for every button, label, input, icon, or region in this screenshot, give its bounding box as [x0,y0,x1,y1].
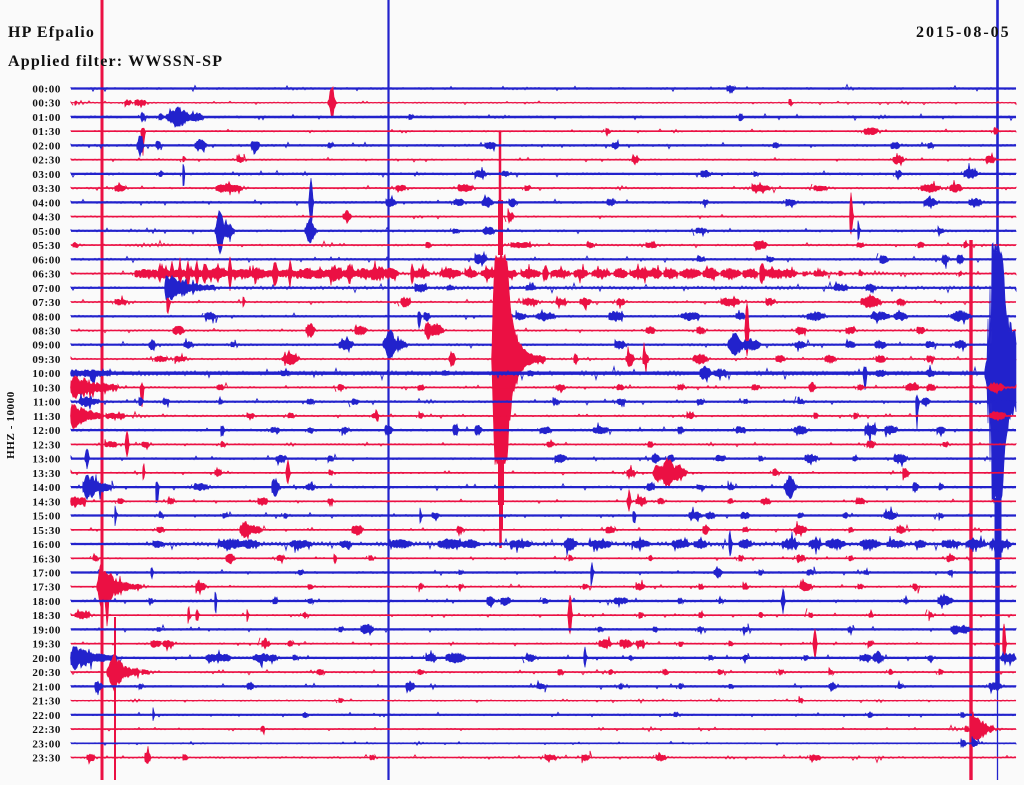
svg-text:HP Efpalio: HP Efpalio [8,24,95,41]
svg-text:00:00: 00:00 [32,84,61,96]
svg-text:2015-08-05: 2015-08-05 [916,24,1011,41]
svg-text:08:00: 08:00 [32,311,61,323]
svg-text:06:00: 06:00 [32,254,61,266]
svg-text:17:30: 17:30 [32,582,61,594]
svg-text:21:30: 21:30 [32,696,61,708]
svg-text:22:30: 22:30 [32,724,61,736]
svg-text:15:00: 15:00 [32,511,61,523]
svg-text:14:30: 14:30 [32,496,61,508]
svg-text:16:30: 16:30 [32,553,61,565]
svg-text:15:30: 15:30 [32,525,61,537]
svg-text:20:00: 20:00 [32,653,61,665]
svg-text:22:00: 22:00 [32,710,61,722]
svg-text:09:00: 09:00 [32,340,61,352]
svg-text:23:00: 23:00 [32,738,61,750]
svg-text:HHZ - 10000: HHZ - 10000 [5,391,17,459]
svg-text:03:30: 03:30 [32,183,61,195]
svg-text:07:30: 07:30 [32,297,61,309]
svg-text:02:30: 02:30 [32,155,61,167]
svg-text:04:30: 04:30 [32,212,61,224]
svg-text:Applied filter: WWSSN-SP: Applied filter: WWSSN-SP [8,53,223,70]
svg-text:19:00: 19:00 [32,624,61,636]
svg-text:18:30: 18:30 [32,610,61,622]
svg-text:14:00: 14:00 [32,482,61,494]
svg-text:04:00: 04:00 [32,197,61,209]
svg-text:21:00: 21:00 [32,681,61,693]
svg-text:00:30: 00:30 [32,98,61,110]
svg-text:02:00: 02:00 [32,140,61,152]
svg-text:01:30: 01:30 [32,126,61,138]
svg-text:17:00: 17:00 [32,568,61,580]
svg-text:10:00: 10:00 [32,368,61,380]
svg-text:12:30: 12:30 [32,439,61,451]
svg-text:20:30: 20:30 [32,667,61,679]
svg-text:05:30: 05:30 [32,240,61,252]
svg-text:09:30: 09:30 [32,354,61,366]
svg-text:03:00: 03:00 [32,169,61,181]
svg-text:13:00: 13:00 [32,454,61,466]
svg-text:16:00: 16:00 [32,539,61,551]
svg-text:18:00: 18:00 [32,596,61,608]
svg-text:06:30: 06:30 [32,269,61,281]
svg-text:10:30: 10:30 [32,382,61,394]
svg-text:05:00: 05:00 [32,226,61,238]
svg-text:11:30: 11:30 [33,411,61,423]
svg-text:12:00: 12:00 [32,425,61,437]
svg-text:19:30: 19:30 [32,639,61,651]
svg-text:08:30: 08:30 [32,326,61,338]
svg-text:01:00: 01:00 [32,112,61,124]
svg-text:13:30: 13:30 [32,468,61,480]
svg-text:23:30: 23:30 [32,753,61,765]
svg-text:07:00: 07:00 [32,283,61,295]
svg-text:11:00: 11:00 [33,397,61,409]
